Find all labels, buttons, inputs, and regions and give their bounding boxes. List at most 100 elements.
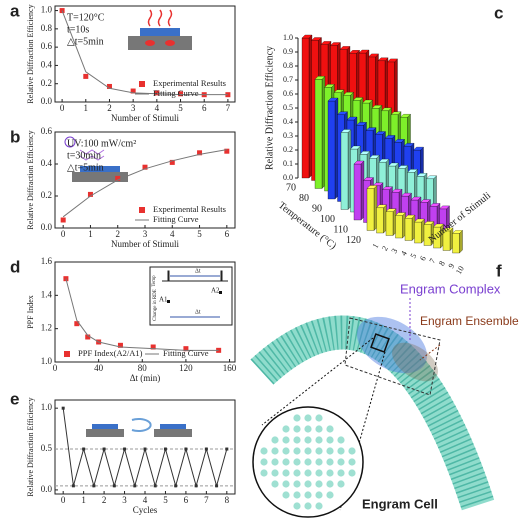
cell-dot bbox=[293, 425, 301, 433]
bar-top bbox=[324, 84, 335, 88]
icon bbox=[72, 172, 128, 182]
data-point bbox=[74, 321, 80, 327]
bar-top bbox=[362, 99, 373, 104]
cell-dot bbox=[304, 491, 312, 499]
engram-diagram bbox=[250, 298, 495, 518]
annotation: UV:100 mW/cm² bbox=[67, 138, 136, 149]
cell-dot bbox=[326, 436, 334, 444]
cell-dot bbox=[326, 469, 334, 477]
cell-dot bbox=[282, 469, 290, 477]
bar-top bbox=[395, 212, 406, 216]
x-tick-label: 7 bbox=[226, 103, 231, 113]
bar-top bbox=[365, 127, 377, 131]
cell-dot bbox=[260, 469, 268, 477]
bar-top bbox=[330, 42, 341, 46]
cell-dot bbox=[282, 458, 290, 466]
bar-top bbox=[400, 114, 411, 118]
y-tick-label: 0.6 bbox=[41, 41, 53, 51]
data-point bbox=[224, 148, 230, 154]
stimuli-tick-label: 8 bbox=[437, 259, 447, 267]
y-tick-label: 0.6 bbox=[41, 126, 53, 136]
data-point bbox=[225, 447, 229, 451]
data-point bbox=[163, 447, 167, 451]
temperature-tick-label: 90 bbox=[312, 203, 322, 214]
plot-frame bbox=[54, 5, 236, 103]
bar-top bbox=[327, 97, 339, 102]
z-tick-label: 0.4 bbox=[283, 117, 293, 126]
temperature-tick-label: 70 bbox=[286, 182, 296, 193]
x-axis-label: Number of Stimuli bbox=[111, 113, 179, 123]
y-axis-label: Relative Diffraction Efficiency bbox=[26, 4, 35, 103]
cell-dot bbox=[315, 480, 323, 488]
z-tick-label: 0.5 bbox=[283, 103, 293, 112]
y-axis-label: Relative Diffraction Efficiency bbox=[26, 130, 35, 229]
cell-dot bbox=[304, 458, 312, 466]
icon bbox=[160, 424, 186, 429]
y-axis-label: PPF Index bbox=[26, 295, 35, 329]
cell-dot bbox=[293, 458, 301, 466]
bar-top bbox=[416, 173, 428, 177]
bar-top bbox=[388, 162, 399, 167]
bar-top bbox=[339, 46, 351, 50]
data-point bbox=[169, 159, 175, 165]
x-tick-label: 3 bbox=[143, 229, 148, 239]
cell-dot bbox=[326, 425, 334, 433]
x-tick-label: 4 bbox=[170, 229, 175, 239]
icon bbox=[86, 429, 124, 437]
legend-label: Fitting Curve bbox=[153, 88, 199, 98]
cell-dot bbox=[348, 469, 356, 477]
bar-top bbox=[346, 116, 358, 121]
cell-dot bbox=[282, 491, 290, 499]
inset-point bbox=[167, 300, 170, 303]
bar-top bbox=[340, 129, 352, 133]
bar-top bbox=[423, 221, 435, 225]
x-tick-label: 3 bbox=[122, 495, 127, 505]
x-tick-label: 6 bbox=[225, 229, 230, 239]
y-tick-label: 0.0 bbox=[41, 96, 53, 106]
engram-complex-label: Engram Complex bbox=[400, 281, 501, 296]
bar-top bbox=[371, 105, 383, 109]
y-tick-label: 0.4 bbox=[41, 59, 53, 69]
y-tick-label: 0.2 bbox=[41, 190, 52, 200]
data-point bbox=[83, 73, 89, 79]
inset-label: Δt bbox=[195, 309, 201, 315]
annotation: t=10s bbox=[67, 24, 89, 35]
data-point bbox=[115, 175, 121, 181]
legend-swatch bbox=[139, 81, 145, 87]
panel-letter: a bbox=[10, 1, 20, 20]
cell-dot bbox=[326, 491, 334, 499]
cell-dot bbox=[337, 436, 345, 444]
bar-top bbox=[420, 199, 431, 203]
cell-dot bbox=[315, 491, 323, 499]
cell-dot bbox=[293, 447, 301, 455]
bar-top bbox=[382, 186, 393, 190]
bar bbox=[414, 221, 422, 244]
stimuli-tick-label: 10 bbox=[454, 264, 466, 275]
x-tick-label: 3 bbox=[131, 103, 136, 113]
bar-top bbox=[366, 185, 378, 189]
cell-dot bbox=[337, 458, 345, 466]
cell-dot bbox=[315, 436, 323, 444]
x-tick-label: 80 bbox=[138, 363, 148, 373]
legend-label: PPF Index(A2/A1) bbox=[78, 348, 143, 358]
bar bbox=[395, 215, 403, 239]
cell-dot bbox=[348, 447, 356, 455]
series-line bbox=[61, 10, 228, 96]
bar-top bbox=[363, 177, 374, 181]
bar-top bbox=[352, 97, 364, 101]
cell-dot bbox=[282, 447, 290, 455]
bar-top bbox=[359, 151, 371, 155]
bar-top bbox=[368, 53, 379, 58]
cell-dot bbox=[282, 425, 290, 433]
z-tick-label: 0.6 bbox=[283, 89, 293, 98]
data-point bbox=[92, 484, 96, 488]
data-point bbox=[204, 447, 208, 451]
bar-top bbox=[314, 76, 326, 80]
data-point bbox=[143, 447, 147, 451]
data-point bbox=[71, 484, 75, 488]
z-tick-label: 0.7 bbox=[283, 75, 293, 84]
cell-dot bbox=[304, 502, 312, 510]
annotation: △t=5min bbox=[67, 162, 104, 173]
cell-dot bbox=[282, 436, 290, 444]
x-tick-label: 6 bbox=[184, 495, 189, 505]
